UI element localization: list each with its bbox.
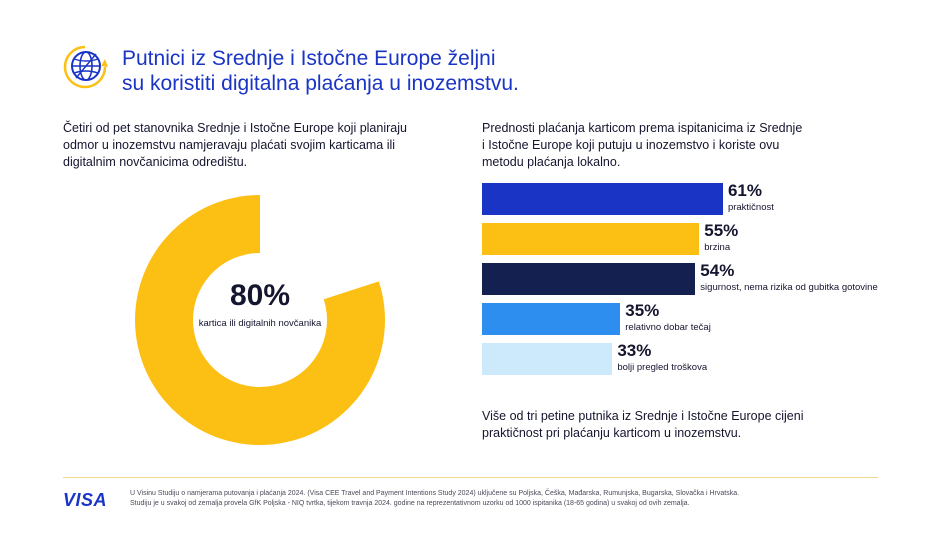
bar-category-label: brzina [704,242,731,253]
donut-slice-filled [134,195,385,445]
bar-chart: 61% praktičnost 55% brzina 54% sigurnost, nem… [482,181,902,383]
bar-category-label: praktičnost [727,202,774,213]
footnote-line: Studiju je u svakoj od zemalja provela G… [130,500,690,507]
bar-value-label: 61% [727,181,762,200]
donut-chart [134,195,385,445]
bar [482,263,696,295]
lead-line: digitalnim novčanicima odredištu. [63,155,248,169]
lead-line: Četiri od pet stanovnika Srednje i Istoč… [63,121,407,135]
conclusion-line: praktičnost pri plaćanju karticom u inoz… [482,426,742,440]
conclusion-line: Više od tri petine putnika iz Srednje i … [482,409,804,423]
donut-caption: kartica ili digitalnih novčanika [198,318,322,329]
donut-description: Četiri od pet stanovnika Srednje i Istoč… [63,120,433,171]
lead-line: Prednosti plaćanja karticom prema ispita… [482,121,803,135]
footnote-line: U Visinu Studiju o namjerama putovanja i… [130,490,740,497]
bar-chart-description: Prednosti plaćanja karticom prema ispita… [482,120,842,171]
globe-icon [63,45,108,89]
visa-logo: VISA [63,490,108,510]
page-title: Putnici iz Srednje i Istočne Europe želj… [122,46,682,96]
bar-value-label: 35% [625,301,660,320]
bar [482,223,700,255]
bar-value-label: 55% [704,221,739,240]
bar [482,303,621,335]
bar-category-label: sigurnost, nema rizika od gubitka gotovi… [700,282,878,293]
bar [482,183,723,215]
lead-line: odmor u inozemstvu namjeravaju plaćati s… [63,138,396,152]
title-line: su koristiti digitalna plaćanja u inozem… [122,72,519,95]
donut-value-label: 80% [229,279,291,312]
bar-value-label: 54% [700,261,735,280]
footer-divider [63,477,878,478]
lead-line: metodu plaćanja lokalno. [482,155,621,169]
conclusion-text: Više od tri petine putnika iz Srednje i … [482,408,862,442]
bar-category-label: relativno dobar tečaj [625,322,711,333]
footnote: U Visinu Studiju o namjerama putovanja i… [130,489,850,509]
bar [482,343,613,375]
bar-category-label: bolji pregled troškova [617,362,708,373]
bar-value-label: 33% [617,341,652,360]
title-line: Putnici iz Srednje i Istočne Europe želj… [122,47,496,70]
lead-line: i Istočne Europe koji putuju u inozemstv… [482,138,780,152]
